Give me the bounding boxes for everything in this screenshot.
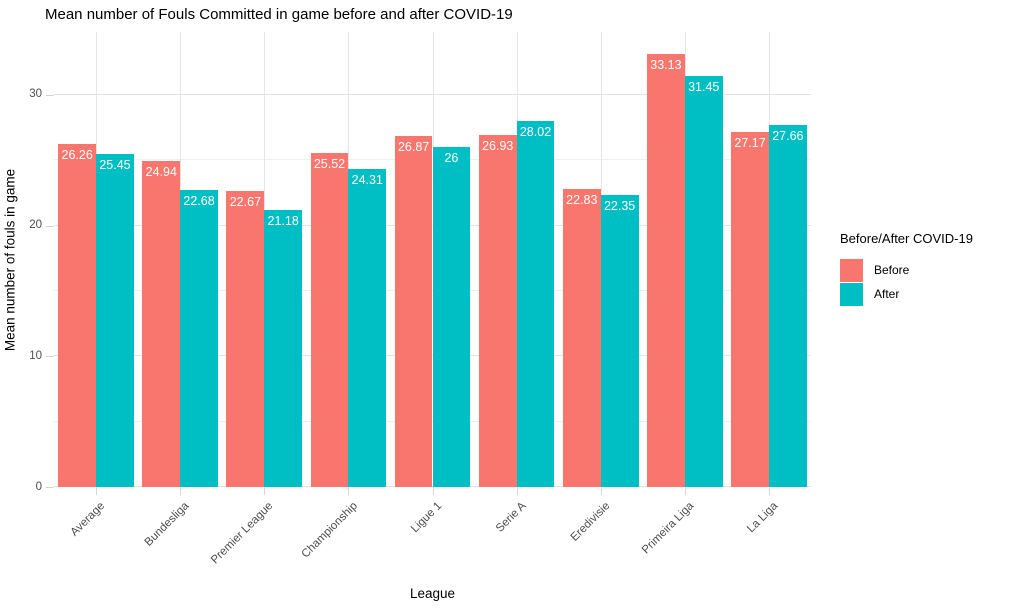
x-tick-label-text: Primeira Liga bbox=[639, 500, 697, 557]
bar-value-label: 31.45 bbox=[688, 79, 720, 94]
bar-after bbox=[180, 190, 218, 487]
bar-value-label: 26 bbox=[444, 151, 459, 166]
bar-after bbox=[768, 125, 807, 487]
x-tick-label-text: Premier League bbox=[209, 500, 276, 567]
legend: Before/After COVID-19 Before After bbox=[840, 231, 973, 306]
bar-value-label: 27.66 bbox=[772, 129, 804, 144]
legend-label-after: After bbox=[874, 287, 900, 301]
x-axis-title: League bbox=[409, 586, 456, 601]
legend-item-before: Before bbox=[840, 258, 973, 282]
x-axis-tick bbox=[264, 487, 266, 495]
y-tick-label: 0 bbox=[35, 480, 42, 493]
bar-before bbox=[142, 160, 181, 487]
bar-after bbox=[516, 120, 555, 487]
bar-before bbox=[394, 135, 433, 487]
bar-after bbox=[684, 75, 723, 487]
x-tick-label-text: Eredivisie bbox=[568, 500, 613, 544]
bar-value-label: 25.52 bbox=[313, 157, 346, 172]
x-axis-tick bbox=[768, 487, 770, 495]
x-tick-label-text: Championship bbox=[299, 500, 360, 561]
y-axis-tick bbox=[46, 94, 54, 96]
x-tick-label-text: La Liga bbox=[745, 500, 781, 536]
y-tick-label: 10 bbox=[29, 349, 42, 362]
bar-value-label: 28.02 bbox=[519, 124, 552, 139]
bar-after bbox=[432, 147, 471, 487]
y-tick-label: 20 bbox=[29, 219, 42, 231]
x-tick-label-text: Ligue 1 bbox=[408, 500, 444, 536]
bar-before bbox=[310, 153, 349, 487]
y-axis-tick bbox=[46, 356, 54, 358]
x-tick-label-text: Bundesliga bbox=[142, 500, 192, 549]
x-axis-tick bbox=[180, 487, 182, 495]
x-axis-tick bbox=[96, 487, 98, 495]
plot-panel: 26.26 25.45 24.94 22.68 22.67 21.18 25.52 24.31… bbox=[54, 32, 811, 487]
bar-before bbox=[562, 188, 601, 487]
x-axis-tick bbox=[432, 487, 434, 495]
x-axis-tick bbox=[516, 487, 518, 495]
y-tick-label: 30 bbox=[29, 88, 42, 101]
legend-item-after: After bbox=[840, 282, 973, 306]
bar-value-label: 26.87 bbox=[397, 139, 430, 154]
bar-value-label: 22.68 bbox=[183, 194, 215, 209]
bar-before bbox=[478, 134, 517, 487]
bar-after bbox=[348, 169, 387, 487]
bar-after bbox=[96, 154, 134, 487]
bar-value-label: 22.35 bbox=[603, 198, 636, 213]
bar-before bbox=[226, 190, 265, 487]
legend-key-before bbox=[840, 258, 863, 282]
bar-value-label: 33.13 bbox=[650, 57, 682, 72]
chart-title: Mean number of Fouls Committed in game b… bbox=[45, 6, 513, 23]
x-axis-tick bbox=[684, 487, 686, 495]
bar-value-label: 24.31 bbox=[351, 173, 383, 188]
bar-value-label: 27.17 bbox=[734, 135, 766, 150]
y-axis-tick bbox=[46, 487, 54, 488]
legend-title: Before/After COVID-19 bbox=[840, 231, 973, 246]
x-tick-label-text: Serie A bbox=[493, 500, 529, 535]
bar-after bbox=[600, 194, 639, 487]
y-axis-title-text: Mean number of fouls in game bbox=[2, 168, 18, 352]
y-axis-tick bbox=[46, 225, 54, 227]
bar-value-label: 25.45 bbox=[99, 158, 131, 173]
bar-value-label: 26.26 bbox=[61, 147, 93, 162]
bar-value-label: 26.93 bbox=[482, 138, 514, 153]
x-axis-tick bbox=[600, 487, 602, 495]
bar-value-label: 22.83 bbox=[566, 192, 598, 207]
bar-value-label: 21.18 bbox=[267, 214, 299, 229]
bar-before bbox=[647, 53, 685, 487]
bar-value-label: 24.94 bbox=[145, 164, 177, 179]
legend-label-before: Before bbox=[874, 263, 910, 277]
bar-value-label: 22.67 bbox=[229, 194, 262, 209]
x-tick-label-text: Average bbox=[68, 500, 108, 539]
x-axis-tick bbox=[348, 487, 350, 495]
bar-after bbox=[264, 210, 303, 487]
bar-before bbox=[58, 143, 97, 487]
legend-key-after bbox=[840, 282, 863, 306]
bar-before bbox=[731, 131, 769, 487]
